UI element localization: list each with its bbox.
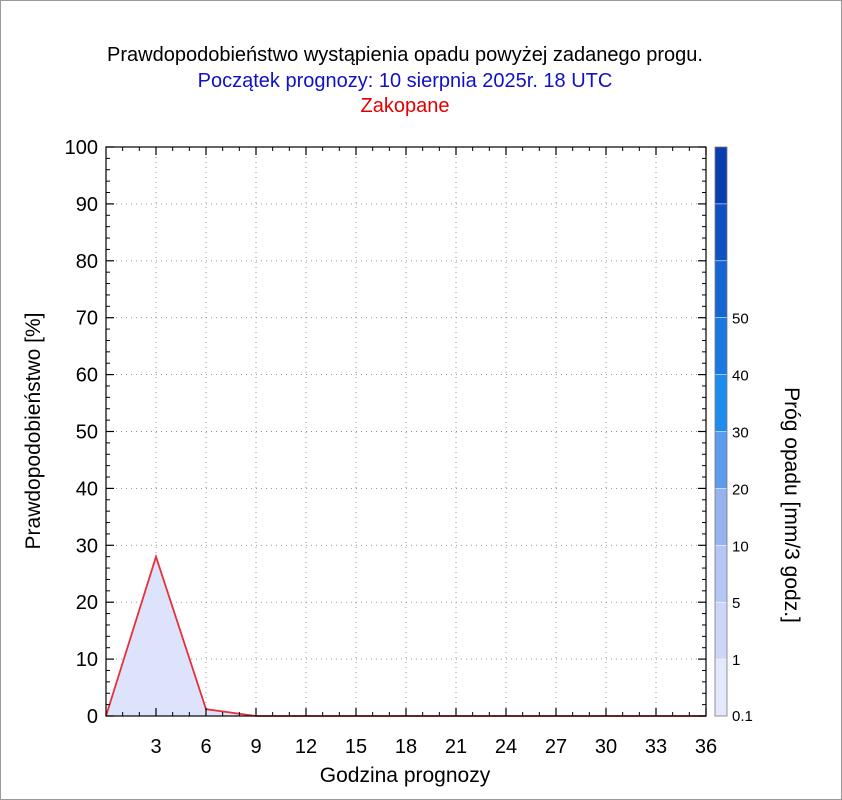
x-tick-label: 30 (595, 736, 617, 758)
colorbar-segment (715, 147, 727, 205)
colorbar-segment (715, 317, 727, 375)
series-area-fill (106, 556, 706, 716)
colorbar-tick-label: 0.1 (732, 708, 753, 725)
x-tick-label: 27 (545, 736, 567, 758)
x-tick-label: 3 (150, 736, 161, 758)
x-tick-label: 36 (695, 736, 717, 758)
x-tick-label: 18 (395, 736, 417, 758)
colorbar-tick-label: 5 (732, 595, 740, 612)
grid-lines (106, 147, 706, 716)
x-tick-label: 21 (445, 736, 467, 758)
y-tick-label: 60 (76, 365, 98, 387)
colorbar-tick-label: 40 (732, 368, 749, 385)
colorbar-tick-label: 30 (732, 425, 749, 442)
y-tick-label: 40 (76, 478, 98, 500)
colorbar-segment (715, 260, 727, 318)
colorbar-tick-labels: 0.1 1 5 10 20 30 40 50 (732, 311, 753, 725)
y-tick-label: 70 (76, 308, 98, 330)
y-tick-label: 100 (65, 137, 98, 159)
y-tick-label: 30 (76, 535, 98, 557)
x-tick-label: 12 (295, 736, 317, 758)
colorbar-tick-label: 50 (732, 311, 749, 328)
y-tick-label: 0 (87, 706, 98, 728)
x-tick-label: 24 (495, 736, 517, 758)
y-tick-label: 50 (76, 422, 98, 444)
colorbar-segment (715, 203, 727, 262)
colorbar-segment (715, 659, 727, 717)
colorbar (714, 146, 728, 717)
colorbar-border (714, 146, 728, 717)
y-axis-ticks: 0 10 20 30 40 50 60 70 80 90 100 (65, 137, 706, 728)
colorbar-label: Próg opadu [mm/3 godz.] (780, 387, 803, 623)
x-axis-label: Godzina prognozy (320, 764, 491, 787)
minor-ticks (106, 147, 706, 716)
colorbar-tick-label: 10 (732, 538, 749, 555)
y-tick-label: 20 (76, 592, 98, 614)
colorbar-segment (715, 602, 727, 660)
x-tick-label: 33 (645, 736, 667, 758)
colorbar-segment (715, 545, 727, 603)
colorbar-segment (715, 488, 727, 546)
colorbar-segment (715, 374, 727, 432)
y-axis-label: Prawdopodobieństwo [%] (22, 313, 45, 550)
chart-subtitle: Początek prognozy: 10 sierpnia 2025r. 18… (198, 70, 613, 92)
y-tick-label: 10 (76, 649, 98, 671)
colorbar-tick-label: 20 (732, 481, 749, 498)
y-tick-label: 90 (76, 194, 98, 216)
chart-location: Zakopane (361, 95, 450, 117)
x-tick-label: 9 (250, 736, 261, 758)
chart-title: Prawdopodobieństwo wystąpienia opadu pow… (107, 44, 703, 66)
x-tick-label: 6 (200, 736, 211, 758)
x-tick-label: 15 (345, 736, 367, 758)
x-axis-ticks: 3 6 9 12 15 18 21 24 27 30 33 36 (150, 147, 717, 758)
y-tick-label: 80 (76, 251, 98, 273)
colorbar-tick-label: 1 (732, 652, 740, 669)
colorbar-segment (715, 431, 727, 489)
